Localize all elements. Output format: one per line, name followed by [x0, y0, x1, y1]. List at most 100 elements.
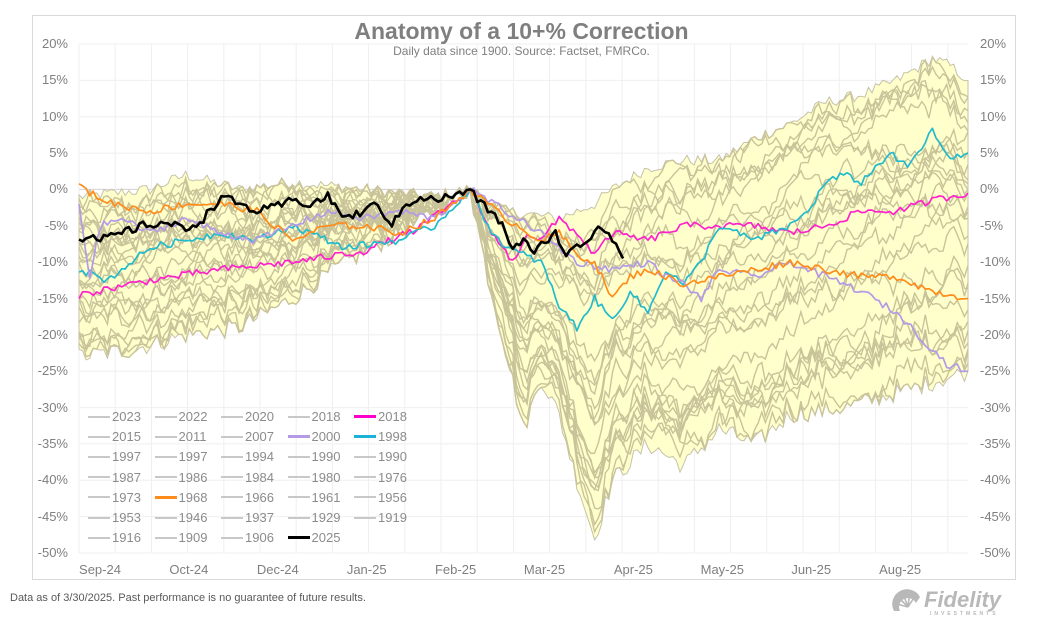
y-tick-label: 0% [49, 181, 68, 197]
legend-label: 1980 [311, 469, 341, 485]
legend-swatch [287, 536, 310, 539]
legend-label: 1990 [311, 449, 341, 465]
y-tick-label: 15% [41, 72, 68, 88]
legend-swatch [287, 455, 310, 458]
logo-text: Fidelity [924, 587, 1003, 612]
legend-label: 1997 [178, 449, 208, 465]
legend-label: 1986 [178, 469, 208, 485]
legend-item: 2025 [287, 530, 341, 546]
y-tick-label: -50% [37, 545, 68, 560]
legend-label: 2025 [311, 530, 341, 546]
legend-swatch [88, 496, 110, 499]
legend-label: 2011 [178, 429, 207, 445]
legend-swatch [154, 415, 177, 418]
background-series-line [78, 186, 969, 427]
legend-item: 1973 [88, 490, 141, 505]
legend-label: 1953 [112, 510, 141, 525]
legend-item: 2022 [154, 409, 208, 424]
y-tick-label: -5% [980, 217, 1004, 233]
legend-label: 1968 [178, 489, 208, 505]
legend-item: 1987 [88, 470, 141, 485]
legend-swatch [287, 496, 310, 499]
legend-swatch [354, 415, 376, 418]
legend-label: 2007 [245, 429, 274, 445]
y-tick-label: -40% [980, 472, 1011, 488]
legend-swatch [354, 435, 376, 438]
legend-item: 1919 [354, 510, 407, 525]
legend-item: 2011 [154, 429, 207, 445]
background-series-line [78, 141, 969, 307]
legend-swatch [287, 476, 310, 479]
legend-item: 1968 [154, 489, 208, 505]
legend-swatch [154, 536, 177, 539]
legend-label: 1916 [112, 530, 141, 546]
legend-item: 1937 [221, 510, 274, 525]
y-tick-label: -45% [980, 508, 1011, 524]
legend-swatch [354, 455, 376, 458]
legend-swatch [354, 476, 376, 479]
legend-swatch [154, 435, 177, 438]
y-tick-label: -15% [37, 290, 68, 306]
x-tick-label: Aug-25 [879, 562, 922, 577]
x-tick-label: Dec-24 [256, 562, 299, 577]
legend-swatch [287, 435, 310, 438]
chart-subtitle: Daily data since 1900. Source: Factset, … [393, 44, 650, 58]
x-tick-label: Apr-25 [613, 562, 653, 577]
legend-swatch [354, 496, 376, 499]
legend-item: 1906 [221, 530, 274, 545]
y-tick-label: -10% [980, 254, 1011, 270]
legend-label: 1929 [311, 510, 341, 525]
series-line-1968 [78, 183, 969, 301]
legend-item: 1994 [221, 449, 274, 464]
legend-swatch [88, 516, 110, 519]
y-tick-label: 10% [41, 108, 68, 124]
legend-label: 2020 [245, 409, 274, 424]
legend-item: 1909 [154, 530, 207, 545]
chart-title: Anatomy of a 10+% Correction [354, 18, 689, 44]
series-line-2025 [78, 188, 625, 260]
background-series-line [78, 185, 969, 481]
y-tick-label: -25% [37, 363, 68, 379]
legend-label: 1946 [178, 510, 208, 525]
legend-label: 1906 [245, 530, 274, 546]
legend-item: 1990 [287, 449, 341, 465]
legend-swatch [154, 455, 177, 458]
y-tick-label: -30% [980, 399, 1011, 415]
legend-item: 1953 [88, 510, 141, 525]
legend-label: 1976 [378, 469, 407, 485]
background-series-line [78, 187, 969, 534]
legend-swatch [354, 516, 376, 519]
legend-item: 1980 [287, 469, 341, 485]
legend-label: 2018 [378, 409, 407, 424]
x-tick-label: Oct-24 [169, 562, 209, 577]
legend-item: 2018 [354, 409, 407, 424]
background-series-line [78, 82, 969, 254]
legend-item: 2007 [221, 429, 274, 444]
background-series-line [78, 187, 969, 510]
background-series-line [78, 135, 969, 292]
legend-swatch [221, 536, 243, 539]
legend-label: 1997 [112, 449, 141, 465]
legend-label: 1990 [378, 449, 407, 465]
legend-label: 2022 [178, 409, 208, 424]
y-tick-label: -20% [37, 326, 68, 342]
legend-item: 1961 [287, 490, 340, 505]
y-tick-label: -30% [37, 399, 68, 415]
background-series-line [78, 186, 969, 425]
y-tick-label: 20% [41, 36, 68, 51]
legend-item: 1984 [221, 470, 274, 485]
legend-swatch [88, 435, 110, 438]
x-tick-label: Mar-25 [523, 562, 566, 577]
background-series-line [78, 188, 969, 492]
legend-label: 1973 [112, 489, 141, 505]
legend-item: 2000 [287, 429, 340, 444]
legend-item: 1997 [88, 449, 141, 464]
legend-item: 1929 [287, 510, 341, 525]
legend-label: 1919 [378, 510, 407, 525]
y-tick-label: -35% [980, 435, 1011, 451]
background-series-line [78, 135, 969, 385]
legend-swatch [88, 455, 110, 458]
background-series-line [78, 186, 969, 527]
legend-item: 1956 [354, 490, 407, 505]
legend-swatch [154, 476, 177, 479]
